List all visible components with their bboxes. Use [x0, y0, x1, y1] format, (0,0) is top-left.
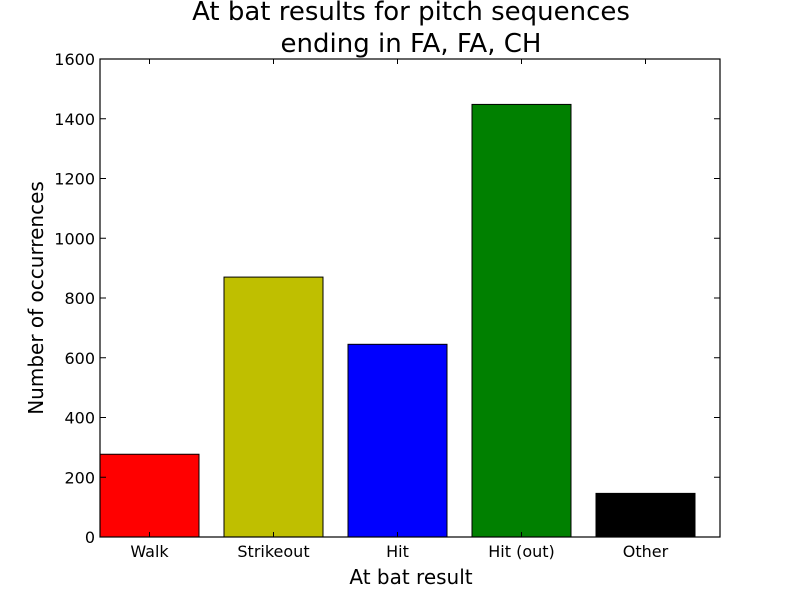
x-tick-label: Walk — [130, 542, 169, 561]
x-axis-label: At bat result — [349, 565, 472, 589]
plot-frame — [99, 58, 721, 538]
bar-hit — [347, 343, 448, 538]
bar-hit-out — [471, 103, 572, 538]
bar-strikeout — [223, 276, 324, 538]
bar-other — [595, 492, 696, 538]
y-tick-label: 800 — [64, 289, 95, 308]
y-tick-label: 400 — [64, 409, 95, 428]
x-axis-ticks: Walk Strikeout Hit Hit (out) Other — [130, 59, 669, 561]
chart-title-line-1: At bat results for pitch sequences — [192, 0, 630, 27]
x-tick-label: Other — [623, 542, 669, 561]
y-tick-label: 1400 — [54, 110, 95, 129]
y-tick-label: 1200 — [54, 170, 95, 189]
y-tick-label: 600 — [64, 349, 95, 368]
y-axis-ticks: 0 200 400 600 800 1000 1200 1400 1600 — [54, 50, 720, 547]
x-tick-label: Hit (out) — [488, 542, 555, 561]
x-tick-label: Strikeout — [237, 542, 309, 561]
chart-title-line-2: ending in FA, FA, CH — [281, 29, 542, 59]
x-tick-label: Hit — [386, 542, 409, 561]
y-tick-label: 1600 — [54, 50, 95, 69]
y-tick-label: 200 — [64, 468, 95, 487]
y-tick-label: 1000 — [54, 229, 95, 248]
bar-walk — [99, 453, 200, 538]
y-tick-label: 0 — [85, 528, 95, 547]
y-axis-label: Number of occurrences — [24, 181, 48, 415]
bars-group — [99, 103, 696, 538]
